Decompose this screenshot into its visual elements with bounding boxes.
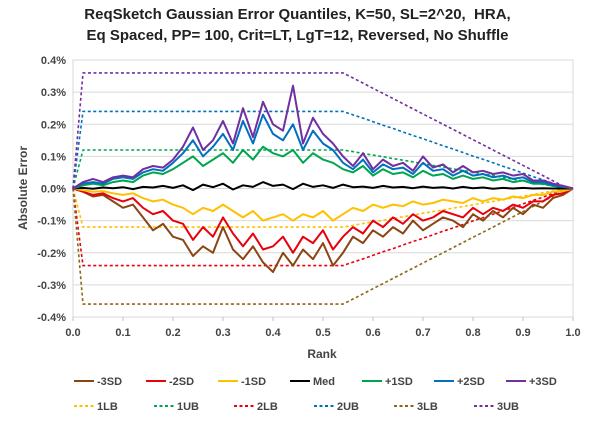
x-tick-label: 0.1 [115, 327, 130, 339]
legend-label: 2LB [257, 401, 278, 413]
y-tick-label: -0.2% [37, 248, 66, 260]
legend-label: +3SD [529, 376, 557, 388]
legend-label: +2SD [457, 376, 485, 388]
legend-item-m1sd: -1SD [218, 376, 266, 388]
chart-title-line-1: ReqSketch Gaussian Error Quantiles, K=50… [84, 6, 511, 23]
legend-label: Med [313, 376, 335, 388]
legend: -3SD -2SD -1SD Med +1SD +2SD +3SD 1LB 1UB 2LB 2UB 3… [74, 376, 557, 413]
x-tick-label: 0.3 [215, 327, 230, 339]
series-lines [72, 72, 574, 305]
series-line-p3sd [72, 84, 574, 190]
x-tick-label: 0.0 [65, 327, 80, 339]
series-line-p1sd [72, 145, 574, 190]
legend-item-lb1: 1LB [74, 401, 118, 413]
series-line-m1sd [72, 187, 574, 222]
series-line-ub1 [72, 149, 574, 190]
grid-lines [72, 59, 574, 318]
x-tick-label: 0.4 [265, 327, 281, 339]
series-line-lb3 [72, 187, 574, 305]
y-tick-label: -0.3% [37, 280, 66, 292]
y-tick-label: -0.4% [37, 312, 66, 324]
x-axis-label: Rank [307, 347, 337, 361]
x-tick-label: 0.2 [165, 327, 180, 339]
series-line-p2sd [72, 113, 574, 190]
legend-label: 3LB [417, 401, 438, 413]
legend-item-ub2: 2UB [314, 401, 359, 413]
y-tick-label: 0.1% [41, 151, 66, 163]
legend-item-p1sd: +1SD [362, 376, 413, 388]
series-line-ub2 [72, 110, 574, 190]
y-tick-label: 0.2% [41, 119, 66, 131]
legend-label: +1SD [385, 376, 413, 388]
y-tick-label: 0.4% [41, 55, 66, 67]
series-line-m2sd [72, 187, 574, 254]
legend-label: -2SD [169, 376, 194, 388]
legend-item-ub3: 3UB [474, 401, 519, 413]
legend-item-lb2: 2LB [234, 401, 278, 413]
x-tick-label: 0.9 [515, 327, 530, 339]
legend-label: 1LB [97, 401, 118, 413]
legend-item-p3sd: +3SD [506, 376, 557, 388]
legend-label: -1SD [241, 376, 266, 388]
y-tick-label: 0.3% [41, 87, 66, 99]
series-line-med [72, 181, 573, 192]
series-line-lb1 [72, 187, 574, 228]
series-line-ub3 [72, 72, 574, 190]
series-line-lb2 [72, 187, 574, 267]
legend-label: 3UB [497, 401, 519, 413]
legend-item-m3sd: -3SD [74, 376, 122, 388]
x-tick-label: 0.8 [465, 327, 480, 339]
x-tick-label: 0.6 [365, 327, 380, 339]
chart-title-line-2: Eq Spaced, PP= 100, Crit=LT, LgT=12, Rev… [86, 27, 509, 44]
axes: 0.4% 0.3% 0.2% 0.1% 0.0% -0.1% -0.2% -0.3% -0.4%… [37, 55, 580, 339]
legend-label: 1UB [177, 401, 199, 413]
x-tick-label: 1.0 [565, 327, 580, 339]
legend-label: -3SD [97, 376, 122, 388]
y-tick-label: -0.1% [37, 216, 66, 228]
legend-item-lb3: 3LB [394, 401, 438, 413]
x-tick-label: 0.7 [415, 327, 430, 339]
legend-label: 2UB [337, 401, 359, 413]
legend-item-p2sd: +2SD [434, 376, 485, 388]
x-tick-label: 0.5 [315, 327, 330, 339]
y-axis-label: Absolute Error [16, 146, 30, 230]
series-line-m3sd [72, 187, 574, 273]
legend-item-m2sd: -2SD [146, 376, 194, 388]
legend-item-ub1: 1UB [154, 401, 199, 413]
legend-item-med: Med [290, 376, 335, 388]
y-tick-label: 0.0% [41, 184, 66, 196]
